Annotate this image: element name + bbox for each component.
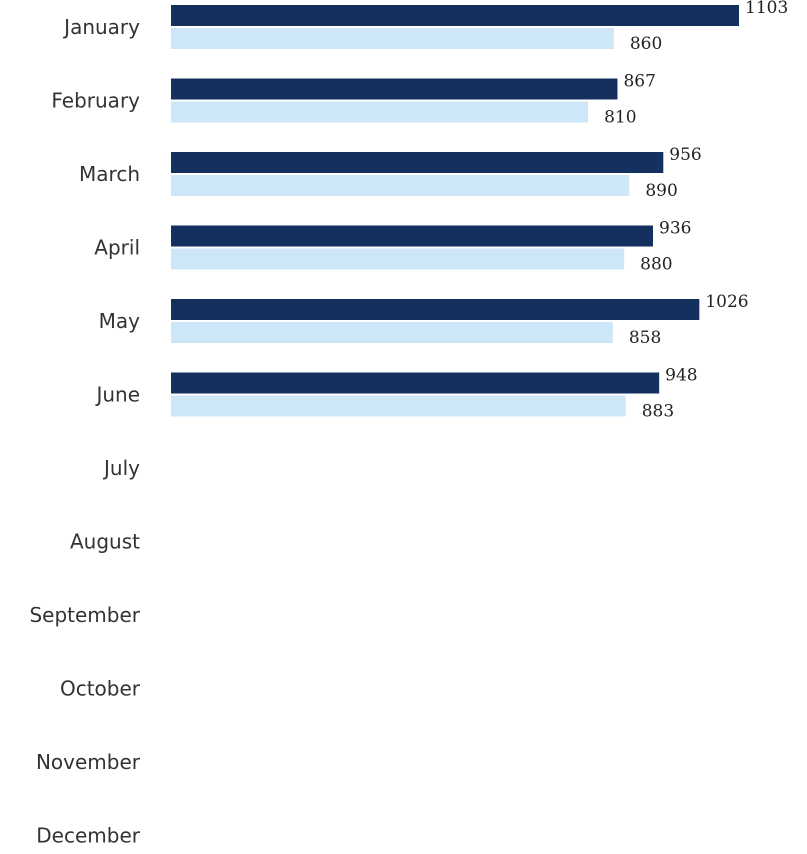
bar-april-series-1 — [171, 225, 654, 247]
category-label-march: March — [79, 162, 140, 186]
bar-january-series-2 — [171, 28, 614, 49]
value-label-may-series-2: 858 — [629, 328, 661, 348]
value-label-april-series-2: 880 — [640, 255, 672, 275]
bars-layer — [171, 5, 739, 417]
category-label-may: May — [99, 309, 141, 333]
bar-june-series-1 — [171, 372, 660, 394]
value-label-may-series-1: 1026 — [705, 292, 748, 312]
value-label-june-series-2: 883 — [642, 402, 674, 422]
value-label-march-series-1: 956 — [669, 145, 701, 165]
value-label-march-series-2: 890 — [645, 181, 677, 201]
bar-june-series-2 — [171, 395, 626, 417]
value-label-january-series-2: 860 — [630, 34, 662, 54]
bar-february-series-2 — [171, 101, 589, 123]
category-label-april: April — [94, 236, 140, 260]
category-label-january: January — [62, 15, 140, 39]
bar-april-series-2 — [171, 248, 625, 270]
bar-may-series-2 — [171, 322, 613, 343]
value-label-january-series-1: 1103 — [745, 0, 788, 18]
category-label-february: February — [51, 89, 140, 113]
category-label-august: August — [70, 530, 140, 554]
category-label-december: December — [36, 824, 140, 848]
bar-february-series-1 — [171, 78, 618, 100]
value-label-june-series-1: 948 — [665, 366, 697, 386]
bar-may-series-1 — [171, 299, 700, 320]
category-label-october: October — [60, 677, 141, 701]
category-labels: January February March April May June July Augu… — [29, 15, 140, 848]
category-label-september: September — [29, 603, 140, 627]
value-label-february-series-2: 810 — [604, 108, 636, 128]
category-label-july: July — [102, 456, 140, 480]
value-label-april-series-1: 936 — [659, 219, 691, 239]
bar-march-series-1 — [171, 152, 664, 173]
category-label-june: June — [94, 383, 140, 407]
category-label-november: November — [36, 750, 141, 774]
bar-january-series-1 — [171, 5, 739, 26]
bar-march-series-2 — [171, 175, 630, 196]
value-label-february-series-1: 867 — [623, 72, 655, 92]
